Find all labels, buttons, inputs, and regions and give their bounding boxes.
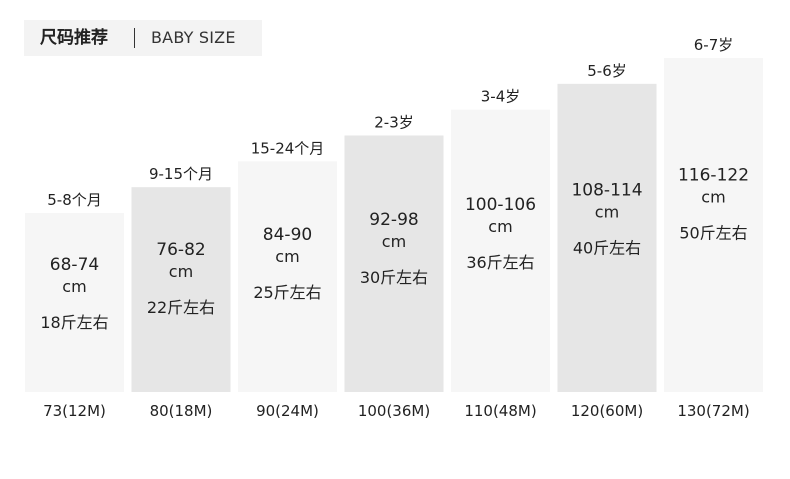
size-bar (664, 58, 763, 392)
category-tick-label: 90(24M) (256, 402, 319, 420)
size-bar (344, 135, 444, 392)
weight-label: 22斤左右 (147, 298, 215, 317)
weight-label: 30斤左右 (360, 268, 428, 287)
height-range-label: 116-122 (678, 165, 749, 185)
size-bar (25, 213, 124, 392)
header-divider (134, 28, 135, 48)
category-tick-label: 130(72M) (677, 402, 749, 420)
height-range-label: 92-98 (369, 210, 418, 230)
height-range-label: 100-106 (465, 195, 536, 215)
size-bar (131, 187, 231, 392)
age-label: 15-24个月 (251, 139, 325, 157)
height-unit-label: cm (382, 232, 406, 251)
age-label: 3-4岁 (481, 88, 521, 106)
weight-label: 18斤左右 (40, 313, 108, 332)
weight-label: 50斤左右 (679, 223, 747, 242)
height-unit-label: cm (595, 202, 619, 221)
header-bar: 尺码推荐 BABY SIZE (24, 20, 262, 56)
size-bar (557, 83, 657, 392)
weight-label: 25斤左右 (253, 283, 321, 302)
weight-label: 40斤左右 (573, 238, 641, 257)
height-unit-label: cm (275, 247, 299, 266)
age-label: 9-15个月 (149, 165, 213, 183)
height-range-label: 108-114 (571, 180, 642, 200)
height-unit-label: cm (701, 187, 725, 206)
header-title: 尺码推荐 (40, 28, 108, 48)
height-unit-label: cm (169, 262, 193, 281)
height-range-label: 76-82 (156, 240, 205, 260)
category-tick-label: 73(12M) (43, 402, 106, 420)
age-label: 5-6岁 (587, 62, 627, 80)
age-label: 5-8个月 (47, 191, 102, 209)
age-label: 6-7岁 (694, 36, 734, 54)
header-subtitle: BABY SIZE (151, 28, 236, 47)
height-unit-label: cm (62, 277, 86, 296)
category-tick-label: 100(36M) (358, 402, 430, 420)
category-tick-label: 80(18M) (150, 402, 213, 420)
size-bar (238, 161, 337, 392)
category-tick-label: 120(60M) (571, 402, 643, 420)
category-tick-label: 110(48M) (464, 402, 536, 420)
weight-label: 36斤左右 (466, 253, 534, 272)
height-unit-label: cm (488, 217, 512, 236)
height-range-label: 68-74 (50, 255, 99, 275)
age-label: 2-3岁 (374, 114, 414, 132)
height-range-label: 84-90 (263, 225, 312, 245)
size-bar (451, 109, 550, 393)
